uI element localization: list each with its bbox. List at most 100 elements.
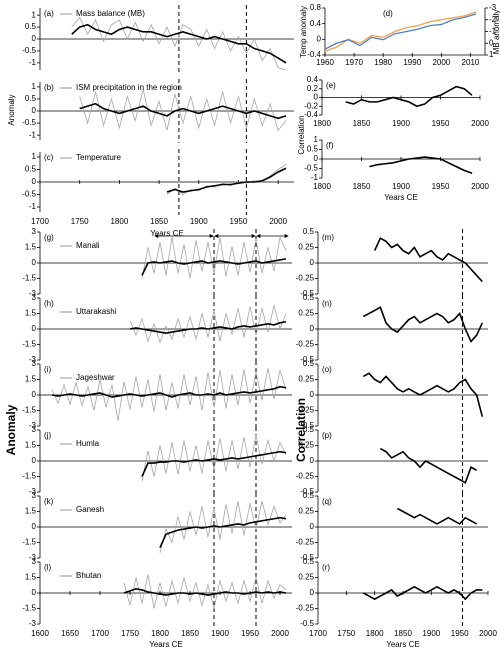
panel-label: (g)	[44, 233, 54, 242]
y-tick-label: -0.5	[300, 289, 314, 298]
y-tick-label: 3	[32, 557, 37, 566]
y-tick-label: -0.25	[296, 538, 315, 547]
x-tick-label: 1900	[392, 182, 410, 191]
panel-label: (h)	[44, 299, 54, 308]
series-line	[166, 167, 287, 193]
x-tick-label: 1800	[366, 629, 384, 638]
x-tick-label: 1950	[241, 629, 259, 638]
y-tick-label: 0.2	[307, 84, 319, 93]
y-tick-label: -1.5	[22, 472, 36, 481]
panel-label: (m)	[322, 233, 334, 242]
series-line	[79, 102, 287, 120]
x-tick-label: 1800	[110, 217, 128, 226]
legend-label: ISM precipitation in the region	[76, 83, 182, 92]
y-tick-label: 1.5	[25, 309, 37, 318]
x-tick-label: 1950	[432, 119, 450, 128]
y-tick-label: 0	[32, 324, 37, 333]
x-tick-label: 2000	[432, 58, 450, 67]
y-tick-label: -0.5	[300, 421, 314, 430]
series-line	[373, 237, 483, 283]
y-tick-label: -1.5	[22, 604, 36, 613]
y-tick-label: -1.5	[22, 274, 36, 283]
y-tick-label: 3	[32, 359, 37, 368]
y-tick-label: -0.5	[22, 118, 36, 127]
y-tick-label: -1	[29, 202, 37, 211]
y-tick-label: 0	[32, 588, 37, 597]
y-tick-label: 0	[310, 324, 315, 333]
panel-label: (n)	[322, 299, 332, 308]
y-tick-label: -0.25	[296, 340, 315, 349]
series-line	[129, 305, 287, 344]
x-tick-label: 1800	[151, 629, 169, 638]
series-line	[362, 585, 483, 601]
legend-label: Bhutan	[76, 571, 101, 580]
legend-label: Temperature	[76, 153, 121, 162]
y-tick-label: -0.5	[300, 355, 314, 364]
x-tick-label: 1960	[316, 58, 334, 67]
y-tick-label: 0	[314, 93, 319, 102]
y-tick-label: 0.25	[298, 375, 314, 384]
y-tick-label: 0	[310, 522, 315, 531]
y-tick-label: 0.5	[303, 425, 315, 434]
y-tick-label: 0	[317, 34, 322, 43]
y-tick-label: -0.25	[296, 274, 315, 283]
x-tick-label: 2000	[271, 629, 289, 638]
y-tick-label: 1	[32, 152, 37, 161]
x-axis-label: Years CE	[384, 193, 418, 202]
y-tick-label: -0.4	[307, 50, 321, 59]
y-tick-label: 0.25	[298, 243, 314, 252]
series-line	[159, 516, 287, 548]
y-tick-label: -1	[311, 173, 319, 182]
panel-label: (c)	[44, 153, 54, 162]
series-line	[51, 385, 287, 398]
y-tick-label: 1.5	[25, 243, 37, 252]
y-tick-label: 0	[310, 588, 315, 597]
y-tick-label: 0	[32, 34, 37, 43]
y-tick-label: 0.5	[25, 165, 37, 174]
y-tick-label: 0	[310, 456, 315, 465]
panel-label: (e)	[326, 81, 336, 90]
series-line	[166, 164, 287, 195]
x-tick-label: 1750	[71, 217, 89, 226]
y-tick-label: 1.5	[25, 573, 37, 582]
series-line	[123, 588, 287, 596]
y-tick-label: 0	[32, 106, 37, 115]
y-tick-label: -0.5	[300, 619, 314, 628]
series-line	[141, 450, 287, 477]
y-axis-label: Correlation	[294, 398, 308, 462]
x-tick-label: 1800	[313, 182, 331, 191]
series-line	[141, 235, 287, 279]
panel-label: (j)	[44, 431, 51, 440]
y-tick-label: -0.5	[22, 190, 36, 199]
x-axis-label: Years CE	[150, 229, 184, 238]
x-tick-label: 1950	[432, 182, 450, 191]
series-line	[396, 507, 478, 525]
y-tick-label: -0.25	[296, 604, 315, 613]
panel-label: (b)	[44, 83, 54, 92]
series-line	[159, 501, 287, 553]
panel-label: (k)	[44, 497, 54, 506]
y-tick-label: 1	[314, 135, 319, 144]
y-tick-label: -3	[29, 355, 37, 364]
legend-label: Mass balance (MB)	[76, 9, 145, 18]
panel-label: (i)	[44, 365, 51, 374]
x-tick-label: 2000	[269, 217, 287, 226]
x-tick-label: 1990	[403, 58, 421, 67]
y-tick-label: 0	[32, 390, 37, 399]
y-tick-label: 0.5	[303, 293, 315, 302]
y-tick-label: 0.5	[303, 227, 315, 236]
panel-label: (r)	[322, 563, 330, 572]
x-tick-label: 1900	[190, 217, 208, 226]
x-tick-label: 1700	[31, 217, 49, 226]
series-line	[379, 447, 478, 484]
y2-tick-label: -2	[489, 15, 497, 24]
y-tick-label: 0.25	[298, 309, 314, 318]
y-tick-label: 0	[310, 258, 315, 267]
y-tick-label: -0.5	[300, 553, 314, 562]
y-tick-label: -1.5	[22, 406, 36, 415]
panel-label: (d)	[383, 9, 393, 18]
y-tick-label: 0.4	[307, 75, 319, 84]
x-tick-label: 1850	[150, 217, 168, 226]
y-tick-label: -0.5	[22, 46, 36, 55]
series-line	[79, 89, 287, 132]
